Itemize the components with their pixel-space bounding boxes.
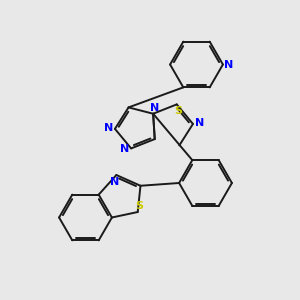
Text: S: S [174, 106, 182, 116]
Text: N: N [195, 118, 204, 128]
Text: N: N [150, 103, 159, 113]
Text: N: N [224, 59, 233, 70]
Text: S: S [135, 201, 143, 211]
Text: N: N [110, 177, 119, 187]
Text: N: N [104, 123, 113, 133]
Text: N: N [120, 144, 129, 154]
